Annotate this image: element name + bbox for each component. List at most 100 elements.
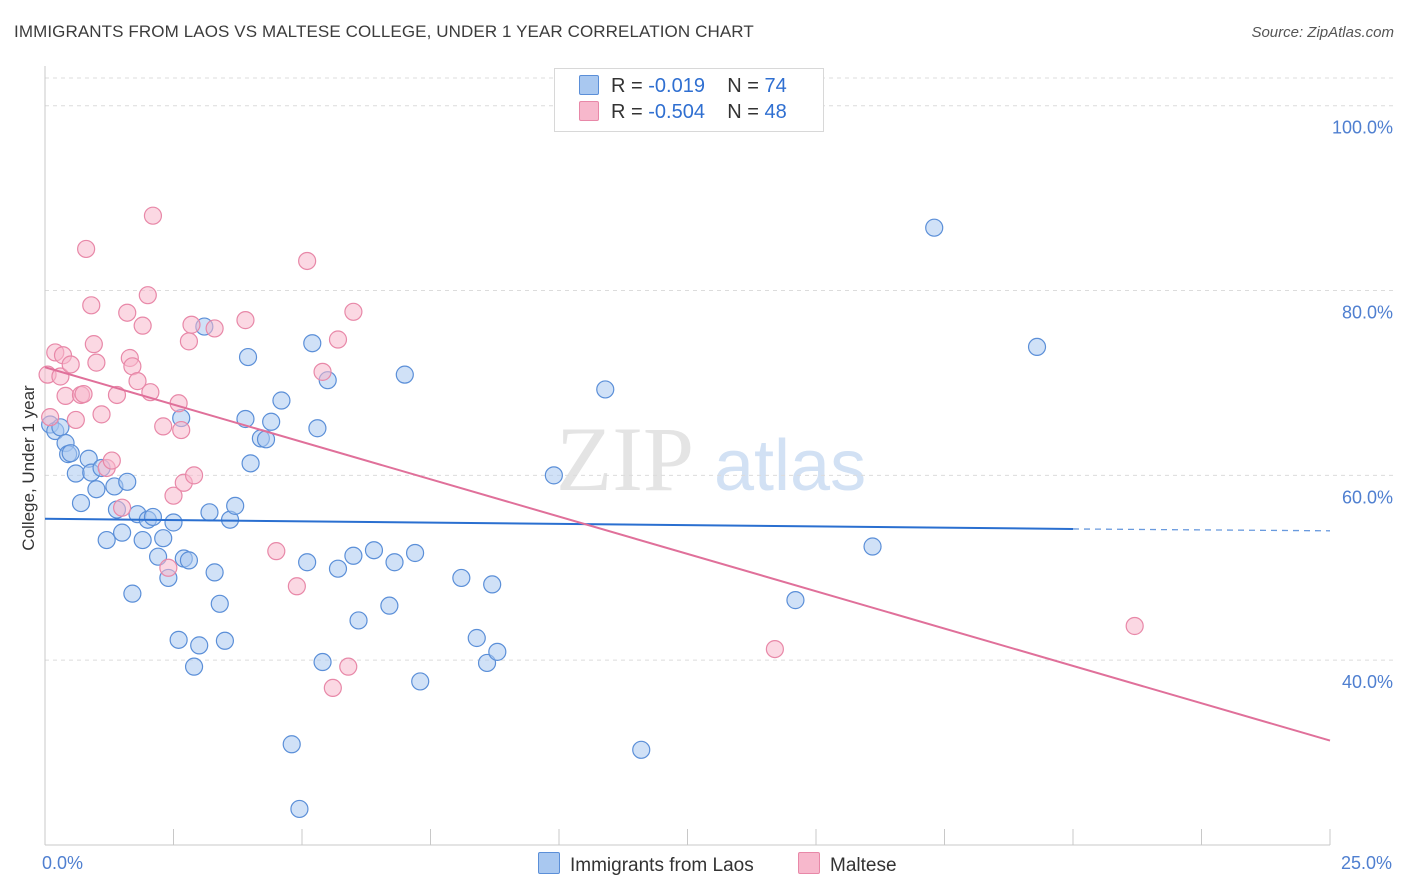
- laos-point: [179, 551, 199, 570]
- laos-point: [596, 380, 615, 399]
- maltese-point: [159, 558, 178, 577]
- laos-point: [632, 740, 651, 759]
- legend-row-maltese: R = -0.504 N = 48: [579, 101, 787, 127]
- maltese-point: [128, 372, 147, 391]
- laos-point: [483, 575, 502, 594]
- laos-point: [863, 537, 882, 556]
- laos-point: [411, 672, 430, 691]
- laos-point: [364, 541, 384, 560]
- watermark-zip: ZIP: [556, 408, 694, 510]
- laos-point: [1027, 337, 1047, 357]
- maltese-point: [182, 315, 201, 334]
- maltese-point: [1125, 616, 1144, 636]
- laos-point: [154, 529, 173, 548]
- laos-point: [544, 466, 563, 485]
- laos-point: [87, 480, 106, 499]
- legend-n-value-laos: 74: [764, 75, 787, 97]
- maltese-point: [172, 420, 191, 440]
- laos-point: [71, 493, 91, 513]
- laos-point: [97, 530, 116, 550]
- legend-r-label-maltese: R =: [611, 101, 649, 123]
- maltese-point: [92, 405, 111, 424]
- laos-point: [344, 546, 363, 565]
- trend-lines: [44, 366, 1331, 742]
- maltese-point: [56, 386, 75, 405]
- laos-point: [133, 530, 152, 550]
- laos-point: [210, 594, 229, 613]
- bottom-laos-swatch: [538, 852, 560, 874]
- chart-title: IMMIGRANTS FROM LAOS VS MALTESE COLLEGE,…: [14, 22, 754, 41]
- laos-point: [66, 464, 85, 483]
- laos-point: [925, 218, 944, 237]
- laos-point: [313, 652, 332, 672]
- maltese-point: [328, 330, 348, 349]
- laos-point: [405, 543, 425, 563]
- data-points: [38, 206, 1144, 819]
- maltese-point: [339, 657, 358, 676]
- laos-point: [184, 657, 204, 676]
- maltese-point: [77, 239, 96, 259]
- legend-r-value-laos: -0.019: [648, 75, 705, 97]
- y-axis-label: College, Under 1 year: [19, 385, 38, 551]
- laos-point: [169, 630, 188, 649]
- laos-point: [477, 653, 497, 673]
- laos-point: [395, 365, 414, 384]
- maltese-point: [236, 311, 255, 330]
- x-tick-label: 0.0%: [42, 853, 83, 873]
- correlation-legend: R = -0.019 N = 74 R = -0.504 N = 48: [554, 68, 824, 132]
- laos-point: [226, 496, 245, 515]
- laos-point: [282, 735, 301, 754]
- x-tick-label: 25.0%: [1341, 853, 1392, 873]
- watermark: ZIP atlas: [556, 408, 866, 510]
- laos-point: [349, 611, 368, 630]
- laos-point: [205, 563, 224, 582]
- maltese-point: [66, 410, 85, 430]
- tick-labels: 40.0% 60.0% 80.0% 100.0% 0.0% 25.0%: [42, 118, 1393, 873]
- laos-swatch: [579, 75, 599, 95]
- y-tick-label: 100.0%: [1332, 118, 1393, 138]
- maltese-point: [323, 678, 342, 698]
- laos-point: [164, 513, 183, 532]
- legend-r-label-laos: R =: [611, 75, 649, 97]
- laos-point: [200, 503, 219, 522]
- laos-trend-line: [44, 517, 1074, 530]
- laos-trend-extension: [1072, 528, 1331, 532]
- maltese-point: [298, 251, 317, 271]
- maltese-point: [133, 316, 152, 335]
- laos-point: [148, 547, 168, 566]
- laos-point: [241, 454, 260, 473]
- laos-point: [290, 799, 309, 819]
- maltese-point: [765, 639, 784, 659]
- laos-point: [308, 419, 327, 438]
- bottom-legend-maltese-label: Maltese: [830, 855, 897, 876]
- laos-point: [328, 559, 348, 578]
- maltese-point: [184, 466, 204, 485]
- maltese-point: [107, 385, 127, 405]
- maltese-point: [102, 451, 121, 470]
- laos-point: [61, 444, 80, 463]
- laos-point: [272, 391, 291, 410]
- source-label: Source: ZipAtlas.com: [1251, 24, 1394, 41]
- maltese-point: [179, 332, 199, 351]
- maltese-point: [313, 362, 332, 381]
- laos-point: [215, 631, 234, 650]
- watermark-atlas: atlas: [714, 426, 866, 506]
- laos-point: [380, 596, 399, 615]
- legend-n-value-maltese: 48: [764, 101, 787, 123]
- laos-point: [303, 334, 322, 353]
- maltese-point: [154, 417, 173, 436]
- legend-n-label-maltese: N =: [727, 101, 765, 123]
- maltese-swatch: [579, 101, 599, 121]
- maltese-point: [143, 206, 163, 225]
- laos-point: [488, 642, 507, 661]
- laos-point: [238, 347, 258, 367]
- maltese-point: [169, 394, 188, 413]
- maltese-point: [84, 335, 103, 354]
- bottom-maltese-swatch: [798, 852, 820, 874]
- legend-row-laos: R = -0.019 N = 74: [579, 75, 787, 101]
- laos-point: [118, 472, 137, 491]
- maltese-point: [267, 542, 286, 561]
- laos-point: [262, 412, 281, 431]
- y-tick-label: 80.0%: [1342, 303, 1393, 323]
- laos-point: [112, 523, 132, 542]
